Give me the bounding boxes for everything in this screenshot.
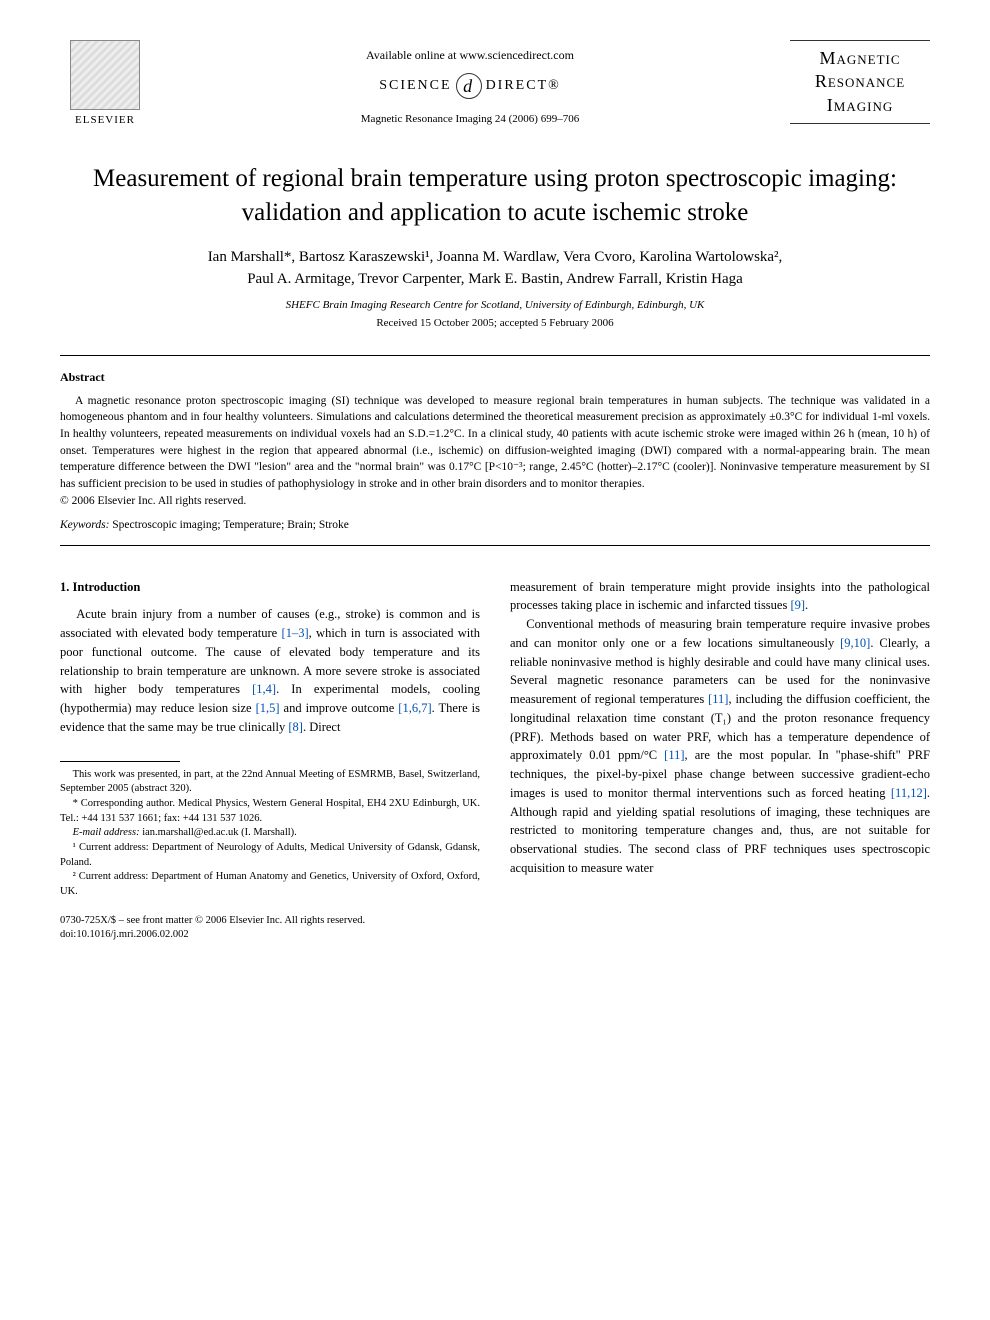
footnote-addr2: ² Current address: Department of Human A… (60, 870, 480, 899)
footer-doi: doi:10.1016/j.mri.2006.02.002 (60, 928, 480, 943)
ref-link[interactable]: [11] (708, 692, 728, 706)
ref-link[interactable]: [8] (288, 720, 303, 734)
center-header: Available online at www.sciencedirect.co… (150, 40, 790, 125)
intro-paragraph-2: Conventional methods of measuring brain … (510, 615, 930, 878)
rule-bottom (60, 545, 930, 546)
journal-logo: Magnetic Resonance Imaging (790, 40, 930, 124)
email-address: ian.marshall@ed.ac.uk (I. Marshall). (140, 827, 297, 838)
sd-right: DIRECT® (486, 78, 561, 94)
journal-logo-line3: Imaging (796, 94, 924, 117)
right-column: measurement of brain temperature might p… (510, 578, 930, 944)
ref-link[interactable]: [1,5] (256, 701, 280, 715)
abstract-heading: Abstract (60, 370, 930, 385)
footnote-email: E-mail address: ian.marshall@ed.ac.uk (I… (60, 826, 480, 841)
ref-link[interactable]: [9,10] (840, 636, 870, 650)
email-label: E-mail address: (73, 827, 140, 838)
journal-logo-line1: Magnetic (796, 47, 924, 70)
ref-link[interactable]: [1–3] (282, 626, 309, 640)
ref-link[interactable]: [1,6,7] (398, 701, 431, 715)
sd-glyph-icon: d (456, 73, 482, 99)
authors: Ian Marshall*, Bartosz Karaszewski¹, Joa… (60, 246, 930, 291)
authors-line2: Paul A. Armitage, Trevor Carpenter, Mark… (247, 271, 743, 287)
abstract-copyright: © 2006 Elsevier Inc. All rights reserved… (60, 495, 930, 507)
ref-link[interactable]: [9] (790, 598, 805, 612)
ref-link[interactable]: [1,4] (252, 682, 276, 696)
keywords-label: Keywords: (60, 519, 109, 531)
authors-line1: Ian Marshall*, Bartosz Karaszewski¹, Joa… (208, 249, 783, 265)
abstract-section: Abstract A magnetic resonance proton spe… (60, 370, 930, 507)
footnote-corresponding: * Corresponding author. Medical Physics,… (60, 797, 480, 826)
ref-link[interactable]: [11] (664, 748, 684, 762)
intro-paragraph-1: Acute brain injury from a number of caus… (60, 605, 480, 736)
sciencedirect-logo: SCIENCE d DIRECT® (379, 73, 561, 99)
page-header: ELSEVIER Available online at www.science… (60, 40, 930, 126)
elsevier-logo: ELSEVIER (60, 40, 150, 126)
footnote-addr1: ¹ Current address: Department of Neurolo… (60, 841, 480, 870)
keywords: Keywords: Spectroscopic imaging; Tempera… (60, 519, 930, 531)
ref-link[interactable]: [11,12] (891, 786, 927, 800)
journal-reference: Magnetic Resonance Imaging 24 (2006) 699… (150, 113, 790, 125)
footnote-presentation: This work was presented, in part, at the… (60, 768, 480, 797)
left-column: 1. Introduction Acute brain injury from … (60, 578, 480, 944)
intro-heading: 1. Introduction (60, 578, 480, 597)
intro-paragraph-1-cont: measurement of brain temperature might p… (510, 578, 930, 616)
sd-left: SCIENCE (379, 78, 451, 94)
available-online: Available online at www.sciencedirect.co… (150, 48, 790, 63)
footnote-rule (60, 761, 180, 762)
elsevier-tree-icon (70, 40, 140, 110)
keywords-text: Spectroscopic imaging; Temperature; Brai… (109, 519, 348, 531)
elsevier-label: ELSEVIER (75, 114, 135, 126)
affiliation: SHEFC Brain Imaging Research Centre for … (60, 299, 930, 311)
journal-logo-line2: Resonance (796, 70, 924, 93)
abstract-text: A magnetic resonance proton spectroscopi… (60, 393, 930, 493)
article-title: Measurement of regional brain temperatur… (60, 162, 930, 230)
rule-top (60, 355, 930, 356)
article-dates: Received 15 October 2005; accepted 5 Feb… (60, 317, 930, 329)
footer-issn: 0730-725X/$ – see front matter © 2006 El… (60, 914, 480, 929)
body-columns: 1. Introduction Acute brain injury from … (60, 578, 930, 944)
